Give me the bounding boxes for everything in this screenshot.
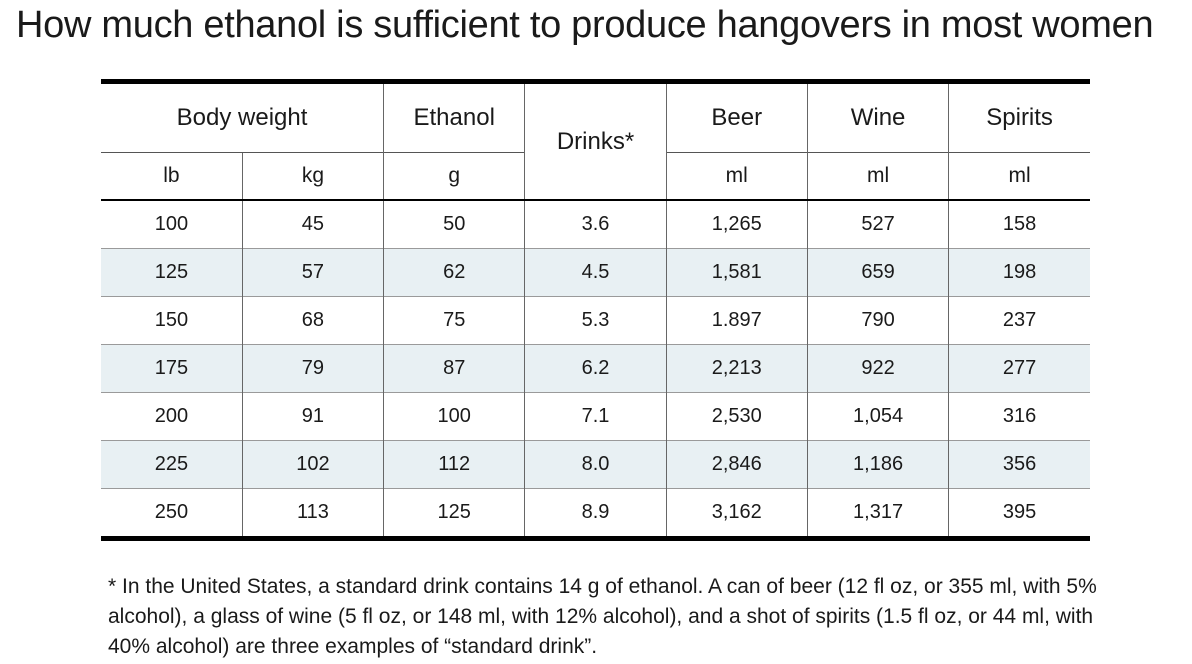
cell-wine: 790 [806, 296, 949, 345]
cell-wine: 527 [806, 200, 949, 249]
cell-beer: 2,213 [665, 344, 808, 393]
cell-spirits: 237 [948, 296, 1090, 345]
table-row: 150 68 75 5.3 1.897 790 237 [101, 296, 1090, 345]
cell-ethanol: 50 [383, 200, 525, 249]
hangover-ethanol-table: Body weight Ethanol Drinks* Beer Wine Sp… [101, 79, 1090, 541]
header-ethanol: Ethanol [383, 81, 525, 153]
cell-kg: 102 [241, 440, 384, 489]
header-drinks: Drinks* [524, 81, 667, 200]
cell-lb: 125 [101, 248, 243, 297]
header-wine: Wine [806, 81, 949, 153]
cell-ethanol: 100 [383, 392, 525, 441]
header-spirits: Spirits [948, 81, 1090, 153]
header-beer: Beer [665, 81, 808, 153]
cell-lb: 250 [101, 488, 243, 539]
cell-wine: 659 [806, 248, 949, 297]
cell-lb: 100 [154, 213, 189, 235]
cell-beer: 3,162 [665, 488, 808, 539]
cell-beer: 2,846 [665, 440, 808, 489]
table-row: 100 45 50 3.6 1,265 527 158 [101, 200, 1090, 249]
cell-wine: 1,317 [806, 488, 949, 539]
cell-beer: 1.897 [665, 296, 808, 345]
cell-drinks: 3.6 [524, 200, 667, 249]
cell-drinks: 4.5 [524, 248, 667, 297]
cell-drinks: 6.2 [524, 344, 667, 393]
cell-drinks: 7.1 [524, 392, 667, 441]
cell-kg: 45 [241, 200, 384, 249]
cell-lb: 175 [101, 344, 243, 393]
header-row-groups: Body weight Ethanol Drinks* Beer Wine Sp… [101, 81, 1090, 200]
cell-wine: 1,054 [806, 392, 949, 441]
cell-spirits: 277 [948, 344, 1090, 393]
table-row: 250 113 125 8.9 3,162 1,317 395 [101, 488, 1090, 539]
unit-spirits: ml [948, 152, 1090, 200]
table-row: 175 79 87 6.2 2,213 922 277 [101, 344, 1090, 393]
cell-kg: 68 [241, 296, 384, 345]
cell-drinks: 8.0 [524, 440, 667, 489]
cell-kg: 79 [241, 344, 384, 393]
cell-beer: 2,530 [665, 392, 808, 441]
page-title: How much ethanol is sufficient to produc… [16, 4, 1154, 46]
cell-wine: 922 [806, 344, 949, 393]
cell-drinks: 5.3 [524, 296, 667, 345]
cell-lb: 225 [101, 440, 243, 489]
table-header: Body weight Ethanol Drinks* Beer Wine Sp… [101, 81, 1090, 200]
cell-spirits: 316 [948, 392, 1090, 441]
cell-lb: 150 [101, 296, 243, 345]
table-body: 100 45 50 3.6 1,265 527 158 125 57 62 4.… [101, 200, 1090, 539]
table-row: 225 102 112 8.0 2,846 1,186 356 [101, 440, 1090, 489]
cell-ethanol: 62 [383, 248, 525, 297]
table-row: 125 57 62 4.5 1,581 659 198 [101, 248, 1090, 297]
cell-lb: 200 [101, 392, 243, 441]
cell-spirits: 198 [948, 248, 1090, 297]
cell-spirits: 395 [948, 488, 1090, 539]
cell-spirits: 356 [948, 440, 1090, 489]
unit-ethanol: g [383, 152, 525, 200]
unit-wine: ml [806, 152, 949, 200]
cell-beer: 1,265 [665, 200, 808, 249]
cell-kg: 57 [241, 248, 384, 297]
cell-beer: 1,581 [665, 248, 808, 297]
cell-spirits: 158 [948, 200, 1090, 249]
unit-beer: ml [665, 152, 808, 200]
cell-kg: 91 [241, 392, 384, 441]
header-body-weight: Body weight [176, 104, 308, 131]
cell-ethanol: 75 [383, 296, 525, 345]
cell-wine: 1,186 [806, 440, 949, 489]
table-row: 200 91 100 7.1 2,530 1,054 316 [101, 392, 1090, 441]
header-row-units: lb kg g ml ml ml [101, 152, 1090, 200]
unit-lb: lb [101, 152, 243, 200]
cell-drinks: 8.9 [524, 488, 667, 539]
cell-ethanol: 125 [383, 488, 525, 539]
cell-ethanol: 87 [383, 344, 525, 393]
cell-ethanol: 112 [383, 440, 525, 489]
footnote: * In the United States, a standard drink… [108, 575, 1097, 658]
unit-kg: kg [241, 152, 384, 200]
cell-kg: 113 [241, 488, 384, 539]
